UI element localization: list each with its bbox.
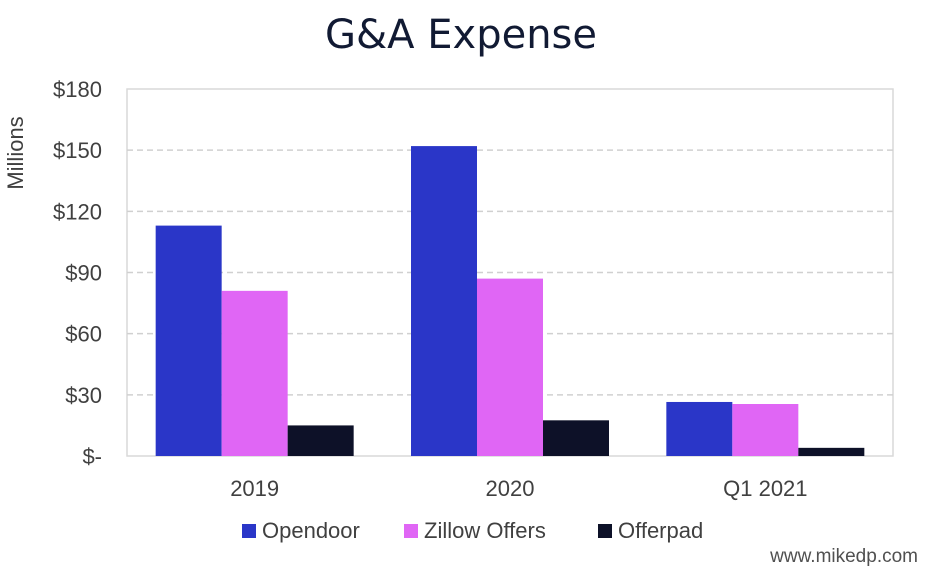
y-tick-label: $30 [65, 383, 102, 408]
legend-label: Zillow Offers [424, 518, 546, 543]
bar-offerpad-2020 [543, 420, 609, 456]
y-tick-label: $- [82, 444, 102, 469]
x-tick-label: 2020 [486, 476, 535, 501]
y-axis-ticks: $- $30 $60 $90 $120 $150 $180 [53, 77, 102, 469]
bar-zillow-offers-2019 [221, 290, 288, 456]
bar-offerpad-2019 [287, 425, 354, 456]
legend-label: Offerpad [618, 518, 703, 543]
x-tick-label: Q1 2021 [723, 476, 807, 501]
bar-opendoor-q1-2021 [666, 401, 733, 456]
legend-swatch [598, 524, 612, 538]
legend-swatch [404, 524, 418, 538]
y-axis-title: Millions [3, 116, 28, 189]
y-tick-label: $150 [53, 138, 102, 163]
y-tick-label: $180 [53, 77, 102, 102]
watermark: www.mikedp.com [769, 546, 918, 567]
y-tick-label: $90 [65, 261, 102, 286]
bar-zillow-offers-2020 [477, 278, 543, 456]
x-tick-label: 2019 [230, 476, 279, 501]
chart-title: G&A Expense [325, 12, 597, 58]
legend-swatch [242, 524, 256, 538]
x-axis-ticks: 2019 2020 Q1 2021 [230, 476, 807, 501]
legend-label: Opendoor [262, 518, 360, 543]
bar-opendoor-2020 [411, 146, 477, 457]
bar-opendoor-2019 [155, 225, 222, 456]
bars [155, 146, 865, 457]
bar-offerpad-q1-2021 [798, 447, 865, 456]
y-tick-label: $60 [65, 322, 102, 347]
legend: Opendoor Zillow Offers Offerpad [242, 518, 703, 543]
bar-zillow-offers-q1-2021 [732, 404, 799, 456]
y-tick-label: $120 [53, 199, 102, 224]
